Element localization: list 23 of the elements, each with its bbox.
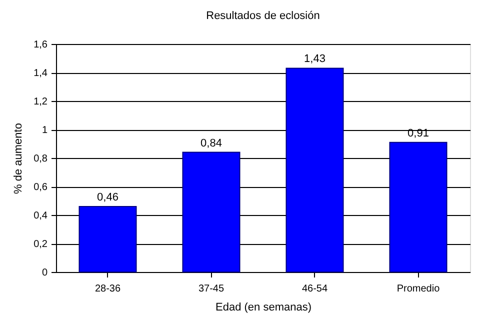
- y-tick-label: 1,4: [34, 68, 48, 79]
- bar: [389, 142, 448, 272]
- y-tick-label: 0: [42, 268, 48, 278]
- y-axis-title: % de aumento: [12, 123, 25, 194]
- bar: [78, 206, 137, 272]
- y-tick-label: 1,6: [34, 40, 48, 50]
- y-tick-label: 0,2: [34, 239, 48, 250]
- x-tick-label: 28-36: [94, 284, 121, 294]
- y-tick-label: 0,4: [34, 210, 48, 222]
- y-tick-label: 0,8: [34, 154, 48, 164]
- x-tick-label: 37-45: [198, 284, 224, 294]
- y-tick-label: 1: [42, 125, 48, 136]
- y-tick-label: 0,6: [34, 182, 48, 193]
- data-label: 0,46: [97, 191, 118, 204]
- x-axis-title: Edad (en semanas): [216, 302, 312, 314]
- y-tick-label: 1,2: [34, 96, 48, 108]
- chart-title: Resultados de eclosión: [206, 10, 320, 22]
- bar: [286, 68, 344, 272]
- x-tick-label: Promedio: [396, 284, 440, 294]
- x-tick-label: 46-54: [302, 284, 328, 294]
- data-label: 1,43: [304, 53, 326, 66]
- bar: [182, 152, 240, 272]
- data-label: 0,84: [200, 137, 222, 150]
